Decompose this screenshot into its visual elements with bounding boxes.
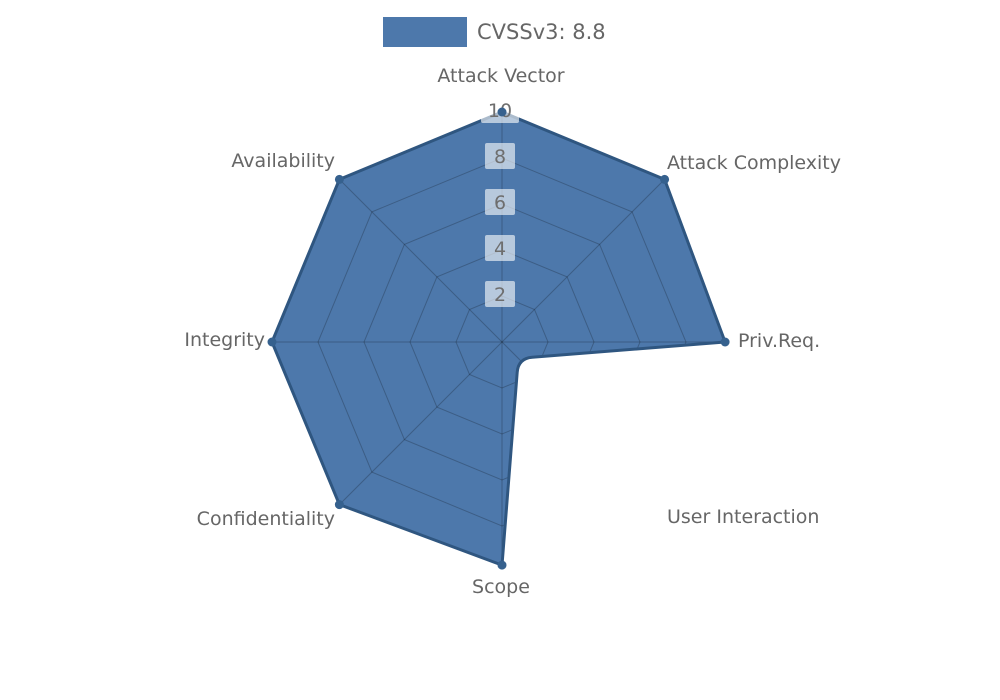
vertex-dot: [720, 337, 730, 347]
radial-tick-box: [485, 189, 515, 215]
legend-label: CVSSv3: 8.8: [477, 20, 606, 44]
data-polygon-fill: [272, 112, 726, 566]
axis-label-attack-complexity: Attack Complexity: [667, 152, 841, 174]
axis-label-availability: Availability: [231, 150, 335, 172]
axis-label-attack-vector: Attack Vector: [437, 65, 564, 87]
radial-tick-label: 8: [494, 146, 506, 168]
radial-tick-box: [485, 281, 515, 307]
legend-swatch: [383, 17, 467, 47]
grid-spoke: [501, 341, 665, 505]
radial-tick-label: 6: [494, 192, 506, 214]
grid-ring: [317, 157, 687, 527]
axis-label-integrity: Integrity: [184, 329, 265, 351]
radial-tick-box: [485, 235, 515, 261]
grid-ring: [363, 203, 641, 481]
grid-ring: [455, 295, 549, 389]
radial-tick-box: [485, 143, 515, 169]
grid-spoke: [501, 179, 665, 343]
axis-label-priv-req: Priv.Req.: [738, 330, 820, 352]
vertex-dot: [334, 500, 344, 510]
vertex-dot: [497, 560, 507, 570]
axis-label-confidentiality: Confidentiality: [197, 508, 335, 530]
axis-label-user-interaction: User Interaction: [667, 506, 819, 528]
radial-tick-label: 4: [494, 238, 506, 260]
axis-label-scope: Scope: [472, 576, 530, 598]
grid-ring: [409, 249, 595, 435]
vertex-dot: [660, 174, 670, 184]
legend: CVSSv3: 8.8: [383, 17, 606, 47]
vertex-dot: [497, 107, 507, 117]
grid-spoke: [339, 179, 503, 343]
vertex-dot: [334, 174, 344, 184]
vertex-dot: [267, 337, 277, 347]
radial-tick-label: 2: [494, 284, 506, 306]
grid-spoke: [339, 341, 503, 505]
